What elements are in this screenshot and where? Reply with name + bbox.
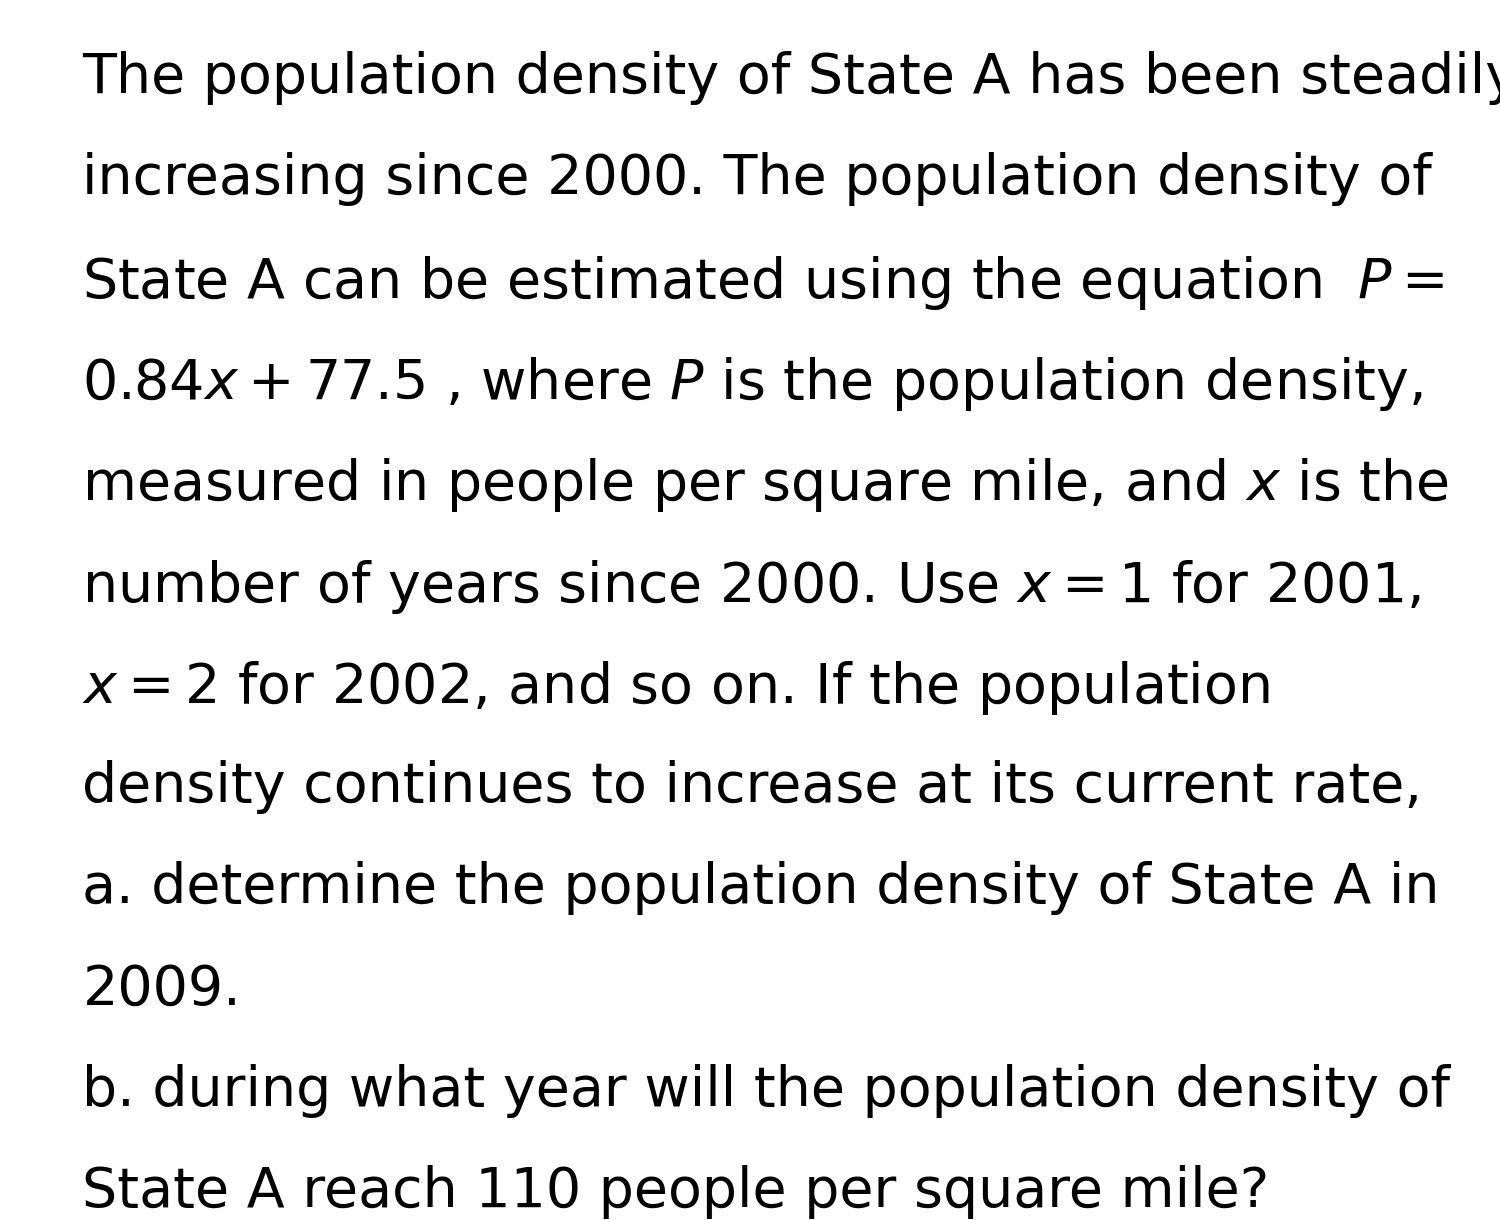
Text: State A can be estimated using the equation $\;P=$: State A can be estimated using the equat… xyxy=(82,254,1444,312)
Text: The population density of State A has been steadily: The population density of State A has be… xyxy=(82,51,1500,105)
Text: 2009.: 2009. xyxy=(82,963,242,1016)
Text: $0.84x + 77.5$ , where $P$ is the population density,: $0.84x + 77.5$ , where $P$ is the popula… xyxy=(82,355,1423,414)
Text: $x = 2$ for 2002, and so on. If the population: $x = 2$ for 2002, and so on. If the popu… xyxy=(82,659,1270,717)
Text: number of years since 2000. Use $x = 1$ for 2001,: number of years since 2000. Use $x = 1$ … xyxy=(82,558,1422,616)
Text: measured in people per square mile, and $x$ is the: measured in people per square mile, and … xyxy=(82,456,1449,515)
Text: b. during what year will the population density of: b. during what year will the population … xyxy=(82,1064,1450,1118)
Text: density continues to increase at its current rate,: density continues to increase at its cur… xyxy=(82,760,1422,814)
Text: increasing since 2000. The population density of: increasing since 2000. The population de… xyxy=(82,152,1432,206)
Text: a. determine the population density of State A in: a. determine the population density of S… xyxy=(82,861,1440,915)
Text: State A reach 110 people per square mile?: State A reach 110 people per square mile… xyxy=(82,1165,1269,1219)
